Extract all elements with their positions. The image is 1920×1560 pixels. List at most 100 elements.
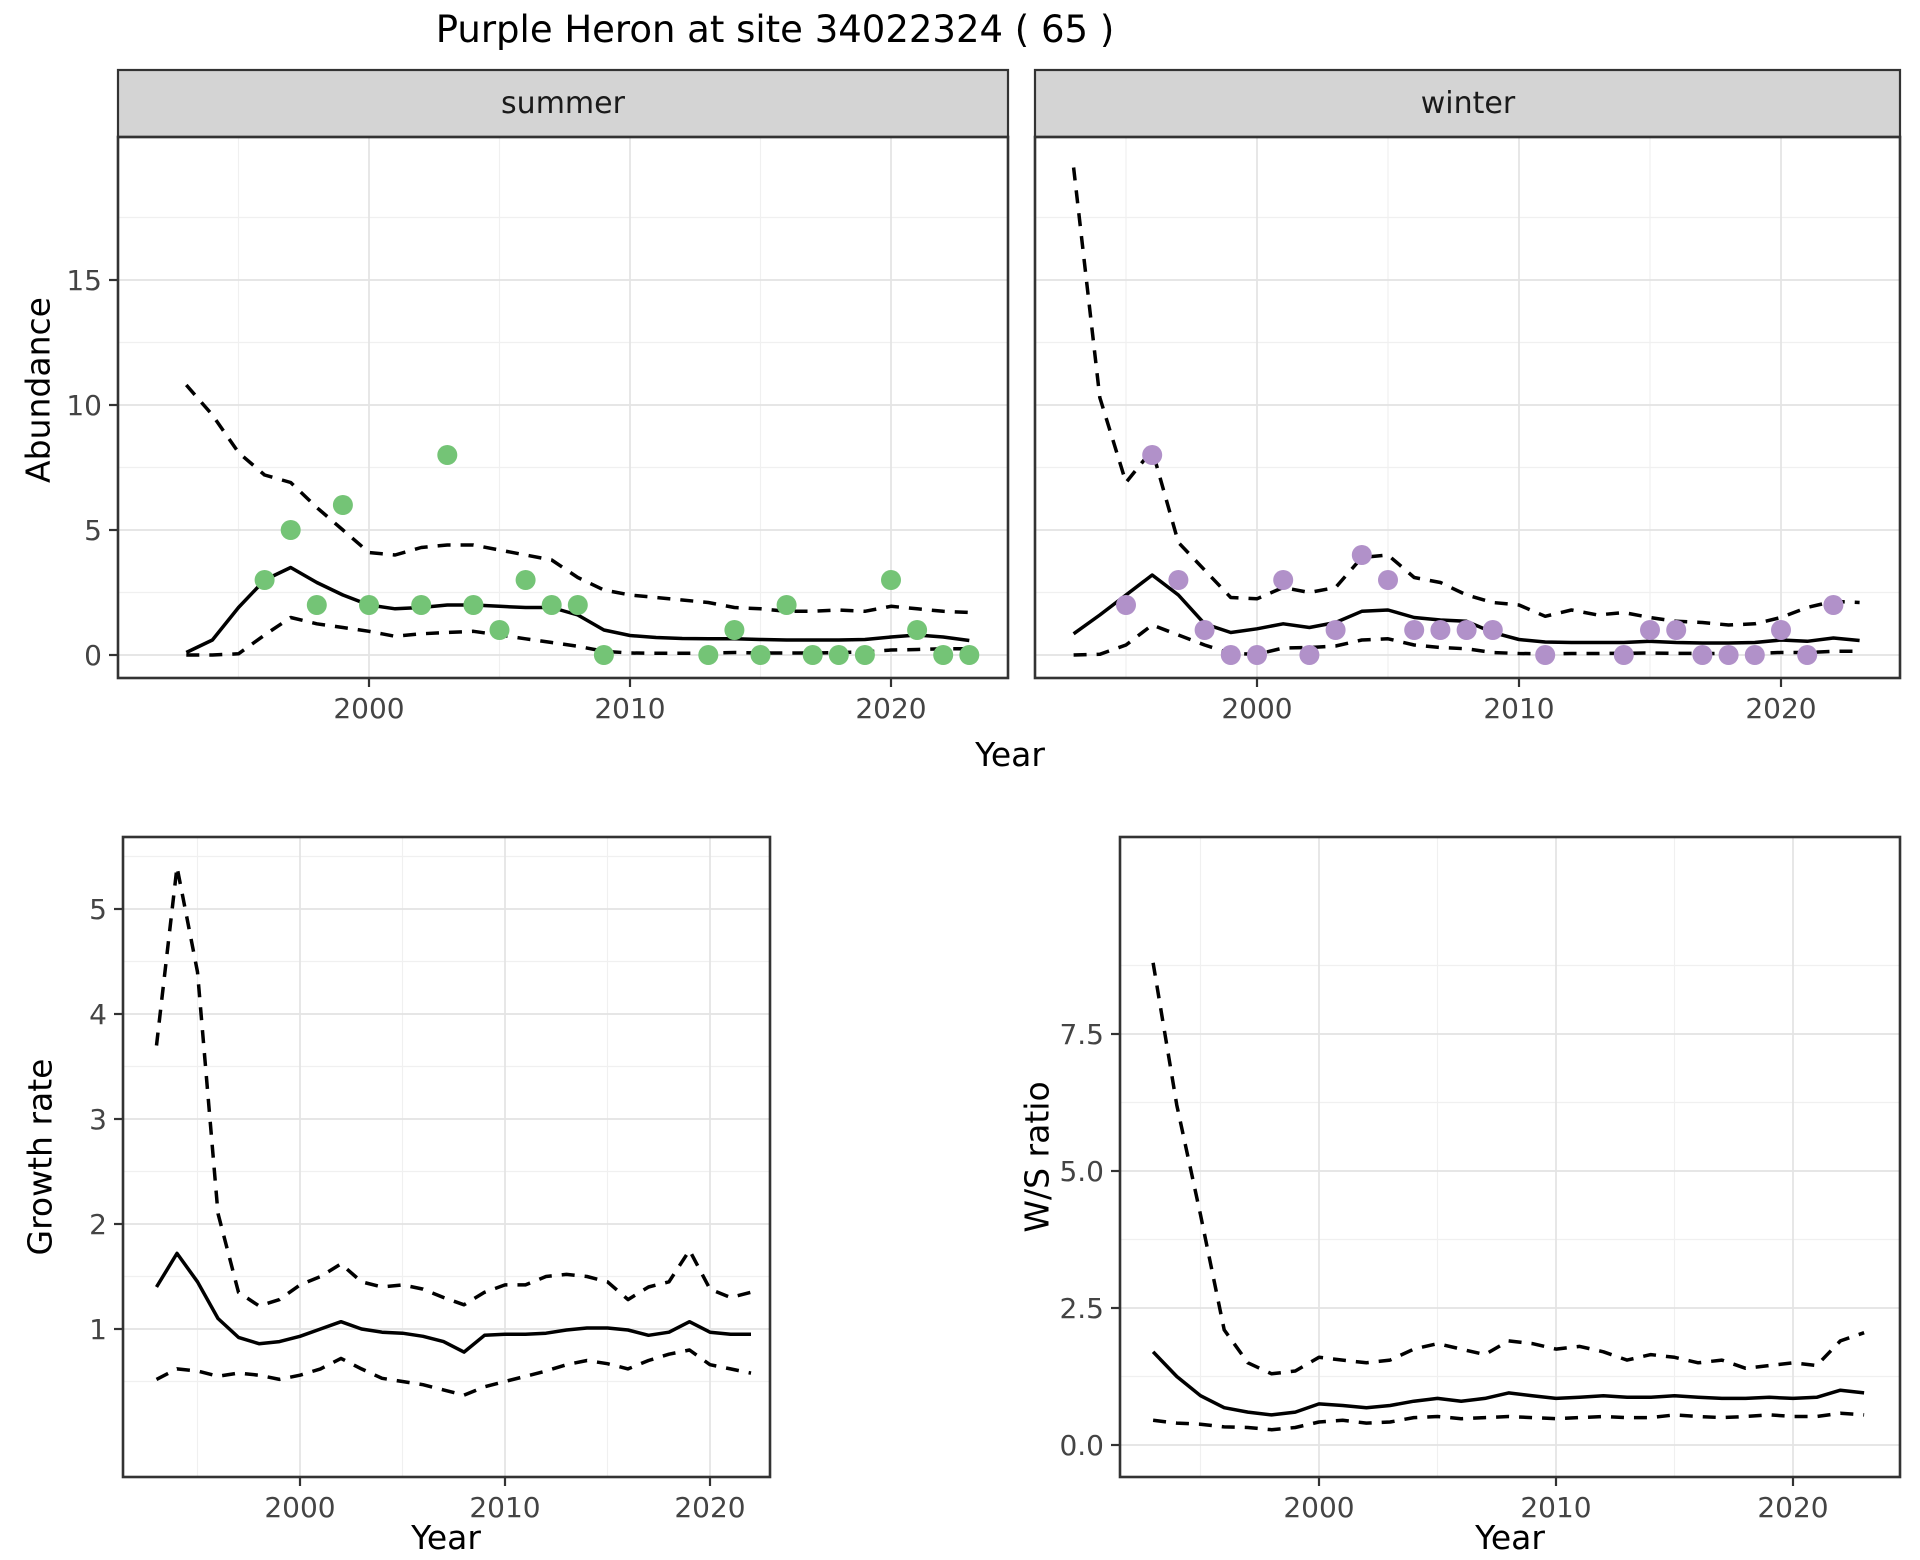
data-point <box>750 645 771 665</box>
x-tick-label: 2010 <box>1483 692 1554 725</box>
data-point <box>254 570 275 590</box>
y-tick-label: 3 <box>89 1103 107 1136</box>
y-axis-title-ws-ratio: W/S ratio <box>1017 1081 1057 1233</box>
data-point <box>1116 595 1136 615</box>
facet-strip-label-summer: summer <box>501 86 625 121</box>
data-point <box>1482 620 1503 640</box>
panel-winter-abundance: 2000 2010 2020 <box>1033 68 1902 725</box>
data-point <box>1351 545 1372 565</box>
y-tick-label: 5.0 <box>1059 1155 1104 1188</box>
data-point <box>1247 645 1267 665</box>
data-point <box>411 595 432 615</box>
series-layer <box>1151 962 1865 1432</box>
data-point <box>1692 645 1713 665</box>
x-axis-title-growth-rate: Year <box>411 1518 481 1557</box>
x-tick-label: 2000 <box>333 692 404 725</box>
gridlines <box>1120 837 1900 1477</box>
data-point <box>1823 595 1844 615</box>
x-tick-label: 2020 <box>1745 692 1816 725</box>
upper-ci-line <box>1071 167 1860 627</box>
data-point <box>1535 645 1556 665</box>
panel-background <box>1035 137 1900 678</box>
data-point <box>1299 645 1320 665</box>
axis-ticks <box>1255 678 1783 687</box>
panel-ws-ratio: 2000 2010 2020 0.0 2.5 5.0 7.5 <box>1059 835 1902 1524</box>
data-point <box>359 595 379 615</box>
data-point <box>463 595 484 615</box>
data-point <box>1168 570 1189 590</box>
x-tick-label: 2010 <box>594 692 665 725</box>
panel-border <box>1118 835 1902 1479</box>
upper-ci-line <box>184 383 970 615</box>
data-point <box>1404 620 1425 640</box>
data-point <box>907 620 928 640</box>
x-axis-title-top: Year <box>975 735 1045 774</box>
x-tick-label: 2020 <box>674 1491 745 1524</box>
data-point <box>724 620 745 640</box>
y-tick-label: 4 <box>89 998 107 1031</box>
data-point <box>828 645 849 665</box>
plot-title: Purple Heron at site 34022324 ( 65 ) <box>435 8 1115 51</box>
x-axis-title-ws-ratio: Year <box>1475 1518 1545 1557</box>
x-tick-label: 2000 <box>264 1491 335 1524</box>
data-point <box>1744 645 1765 665</box>
x-tick-label: 2000 <box>1221 692 1292 725</box>
y-tick-label: 7.5 <box>1059 1018 1104 1051</box>
data-point <box>1613 645 1634 665</box>
axis-ticks <box>114 907 712 1486</box>
axis-tick-labels: 2000 2010 2020 0 5 10 15 <box>66 264 926 725</box>
panel-background <box>118 137 1008 678</box>
series-layer <box>184 383 980 665</box>
y-tick-label: 5 <box>84 514 102 547</box>
x-tick-label: 2000 <box>1283 1491 1354 1524</box>
y-tick-label: 1 <box>89 1313 107 1346</box>
lower-ci-line <box>1152 1411 1865 1432</box>
upper-ci-line <box>1151 962 1865 1376</box>
panel-background <box>1120 837 1900 1477</box>
data-point <box>1194 620 1215 640</box>
data-point <box>541 595 562 615</box>
x-tick-label: 2020 <box>855 692 926 725</box>
data-point <box>280 520 301 540</box>
fit-line <box>155 1251 751 1354</box>
data-point <box>489 620 510 640</box>
data-point <box>437 445 458 465</box>
panel-growth-rate: 2000 2010 2020 1 2 3 4 5 <box>89 835 772 1524</box>
axis-ticks <box>109 278 893 687</box>
data-point <box>1797 645 1818 665</box>
data-point <box>933 645 954 665</box>
panel-border <box>121 835 772 1479</box>
data-point <box>854 645 875 665</box>
lower-ci-line <box>155 1348 752 1397</box>
y-tick-label: 15 <box>66 264 102 297</box>
data-point <box>1771 620 1791 640</box>
data-point <box>959 645 980 665</box>
data-point <box>881 570 901 590</box>
data-point <box>1718 645 1739 665</box>
data-point <box>1220 645 1241 665</box>
panel-border <box>116 135 1010 680</box>
y-tick-label: 2.5 <box>1059 1292 1104 1325</box>
panel-border <box>1033 135 1902 680</box>
x-tick-label: 2010 <box>469 1491 540 1524</box>
data-point <box>1378 570 1398 590</box>
y-tick-label: 0 <box>84 639 102 672</box>
data-point <box>515 570 536 590</box>
facet-strip <box>1033 68 1902 139</box>
data-point <box>567 595 588 615</box>
y-axis-title-growth-rate: Growth rate <box>20 1058 60 1256</box>
upper-ci-line <box>154 865 752 1308</box>
fit-line <box>1151 1350 1865 1417</box>
panel-summer-abundance: 2000 2010 2020 0 5 10 15 <box>66 68 1010 725</box>
y-tick-label: 5 <box>89 893 107 926</box>
data-point <box>1666 620 1687 640</box>
data-point <box>1325 620 1346 640</box>
data-point <box>1640 620 1660 640</box>
series-layer <box>1071 167 1860 665</box>
series-layer <box>154 865 752 1397</box>
y-tick-label: 2 <box>89 1208 107 1241</box>
y-tick-label: 0.0 <box>1059 1429 1104 1462</box>
axis-ticks <box>1111 1032 1795 1486</box>
gridlines <box>118 137 1008 678</box>
